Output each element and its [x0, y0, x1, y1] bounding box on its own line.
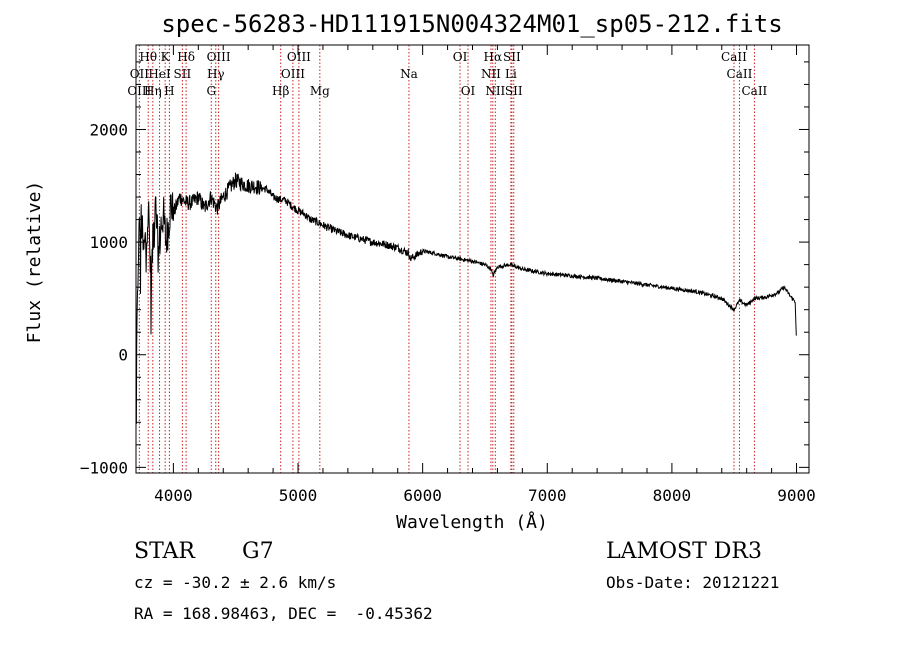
y-tick-label: 1000: [89, 233, 128, 252]
line-label: OIII: [207, 50, 231, 64]
line-label: Hα: [484, 50, 503, 64]
x-tick-label: 8000: [653, 486, 692, 505]
line-label: Hδ: [177, 50, 195, 64]
object-subclass: G7: [242, 539, 274, 564]
line-label: OIII: [127, 84, 151, 98]
y-tick-label: 0: [118, 346, 128, 365]
line-label: G: [206, 84, 216, 98]
y-axis-label: Flux (relative): [24, 181, 45, 344]
survey-name: LAMOST DR3: [606, 539, 762, 564]
line-label: SII: [174, 67, 192, 81]
coordinates: RA = 168.98463, DEC = -0.45362: [134, 604, 433, 623]
y-tick-label: 2000: [89, 120, 128, 139]
line-label: K: [161, 50, 171, 64]
line-label: OII: [130, 67, 150, 81]
observation-date: Obs-Date: 20121221: [606, 573, 780, 592]
x-tick-label: 7000: [528, 486, 567, 505]
line-label: Hγ: [207, 67, 225, 81]
redshift-value: cz = -30.2 ± 2.6 km/s: [134, 573, 337, 592]
line-label: CaII: [727, 67, 753, 81]
line-label: OIII: [287, 50, 311, 64]
line-label: HeI: [148, 67, 171, 81]
spectral-line-markers: [138, 45, 755, 473]
spectrum-line: [135, 172, 797, 425]
line-label: CaII: [721, 50, 747, 64]
object-class: STAR: [134, 539, 195, 564]
line-label: SII: [505, 84, 523, 98]
x-tick-label: 5000: [279, 486, 318, 505]
line-label: CaII: [741, 84, 767, 98]
line-label: Hθ: [139, 50, 157, 64]
line-label: OIII: [281, 67, 305, 81]
line-label: Hβ: [272, 84, 289, 98]
x-tick-label: 6000: [403, 486, 442, 505]
line-label: NII: [485, 84, 505, 98]
line-label: SII: [503, 50, 521, 64]
line-label: Na: [400, 67, 418, 81]
line-label: Mg: [310, 84, 330, 98]
plot-frame: [135, 44, 810, 474]
x-axis-ticks: 4000 5000 6000 7000 8000 9000: [154, 45, 816, 505]
x-tick-label: 9000: [777, 486, 816, 505]
line-label: H: [164, 84, 174, 98]
line-label: Hη: [144, 84, 162, 98]
line-label: Li: [505, 67, 517, 81]
x-tick-label: 4000: [154, 486, 193, 505]
y-tick-label: −1000: [80, 458, 128, 477]
x-axis-label: Wavelength (Å): [396, 511, 548, 533]
line-label: NII: [481, 67, 501, 81]
y-axis-ticks: −1000 0 1000 2000: [80, 61, 809, 477]
line-label: OI: [453, 50, 468, 64]
chart-title: spec-56283-HD111915N004324M01_sp05-212.f…: [161, 10, 782, 38]
line-label: OI: [461, 84, 476, 98]
